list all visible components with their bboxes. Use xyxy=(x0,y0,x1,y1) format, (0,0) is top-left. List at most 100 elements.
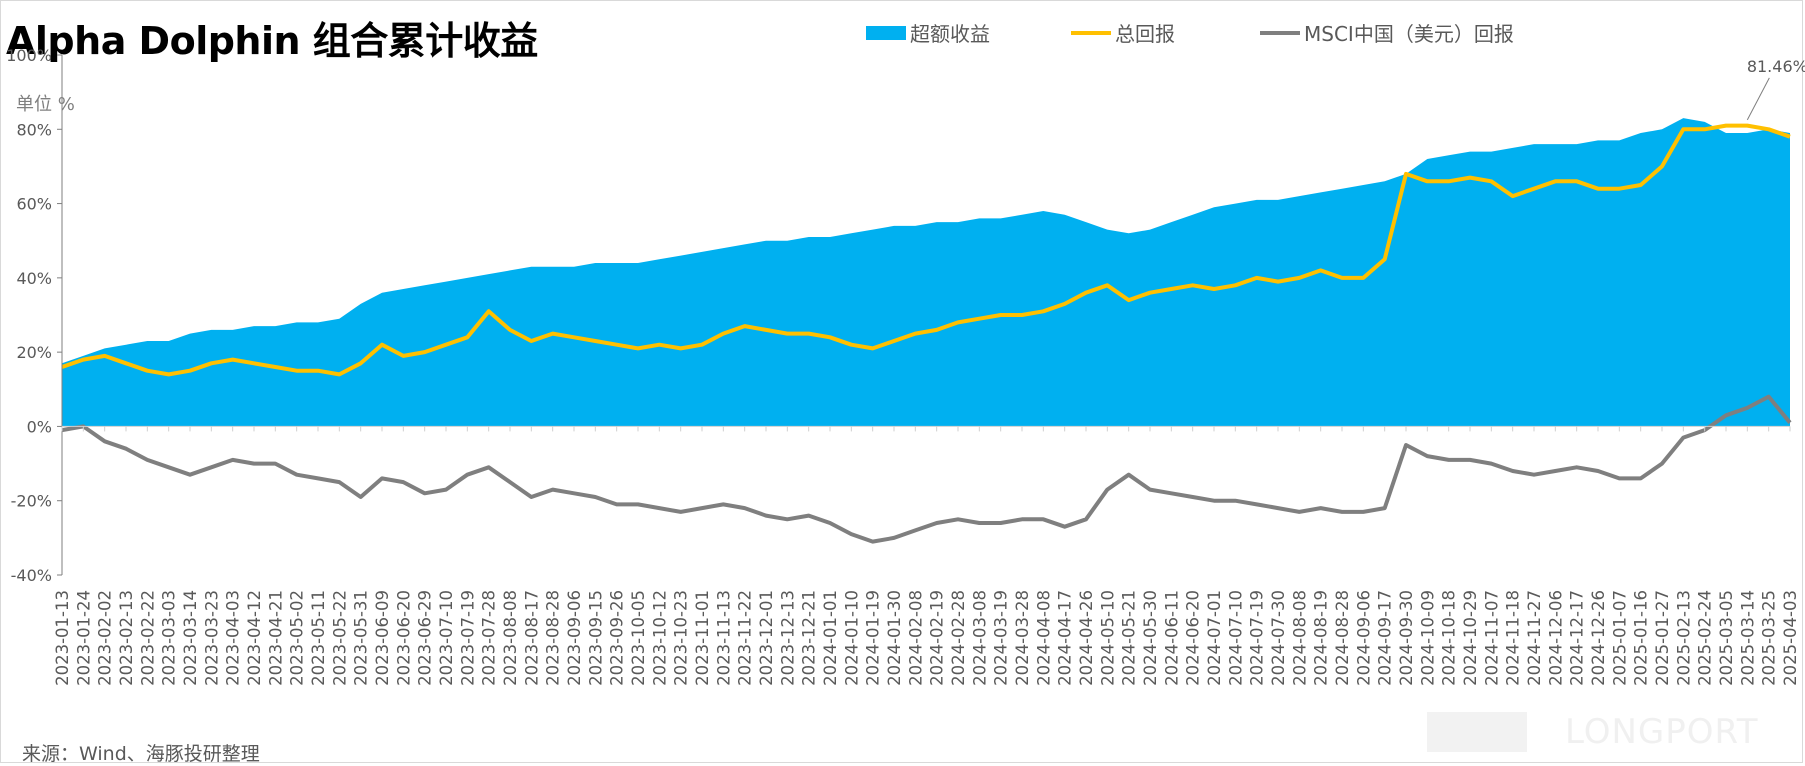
x-tick-label: 2023-03-03 xyxy=(160,590,179,686)
x-tick-label: 2025-01-27 xyxy=(1653,590,1672,686)
x-tick-label: 2024-08-19 xyxy=(1312,590,1331,686)
x-tick-label: 2025-02-24 xyxy=(1696,590,1715,686)
legend-swatch-msci-china xyxy=(1260,30,1300,35)
x-tick-label: 2024-12-06 xyxy=(1546,590,1565,686)
x-tick-label: 2024-10-09 xyxy=(1418,590,1437,686)
legend-label-total-return: 总回报 xyxy=(1115,22,1175,46)
excess-return-area-layer xyxy=(62,118,1790,427)
x-tick-label: 2023-10-23 xyxy=(672,590,691,686)
x-tick-label: 2023-03-14 xyxy=(181,590,200,686)
x-tick-label: 2024-01-19 xyxy=(864,590,883,686)
watermark-logo xyxy=(1427,712,1527,752)
x-tick-label: 2024-02-08 xyxy=(906,590,925,686)
x-axis-ticks: 2023-01-13 2023-01-24 2023-02-02 2023-02-13… xyxy=(53,426,1800,686)
x-tick-label: 2023-06-20 xyxy=(394,590,413,686)
x-tick-label: 2023-12-13 xyxy=(778,590,797,686)
x-tick-label: 2024-02-28 xyxy=(949,590,968,686)
legend-item-total-return: 总回报 xyxy=(1071,18,1175,47)
x-tick-label: 2024-01-01 xyxy=(821,590,840,686)
y-tick-label: 100% xyxy=(6,46,52,65)
legend-label-excess-return: 超额收益 xyxy=(910,22,990,46)
legend-item-excess-return: 超额收益 xyxy=(866,18,990,47)
x-tick-label: 2023-06-29 xyxy=(416,590,435,686)
x-tick-label: 2024-08-08 xyxy=(1290,590,1309,686)
x-tick-label: 2023-08-28 xyxy=(544,590,563,686)
x-tick-label: 2024-11-18 xyxy=(1504,590,1523,686)
x-tick-label: 2024-05-10 xyxy=(1098,590,1117,686)
chart-title: Alpha Dolphin 组合累计收益 xyxy=(6,19,538,63)
x-tick-label: 2025-01-07 xyxy=(1610,590,1629,686)
x-tick-label: 2024-12-17 xyxy=(1568,590,1587,686)
x-tick-label: 2024-07-30 xyxy=(1269,590,1288,686)
x-tick-label: 2023-08-17 xyxy=(522,590,541,686)
series-area-excess-return xyxy=(62,118,1790,427)
series-line-msci-china xyxy=(61,394,1792,544)
x-tick-label: 2023-07-19 xyxy=(458,590,477,686)
x-tick-label: 2023-12-21 xyxy=(800,590,819,686)
x-tick-label: 2024-03-28 xyxy=(1013,590,1032,686)
legend-swatch-total-return xyxy=(1071,30,1111,35)
x-tick-label: 2024-01-30 xyxy=(885,590,904,686)
x-tick-label: 2024-01-10 xyxy=(842,590,861,686)
x-tick-label: 2023-01-24 xyxy=(74,590,93,686)
x-tick-label: 2025-03-25 xyxy=(1760,590,1779,686)
legend-swatch-area xyxy=(866,25,906,40)
x-tick-label: 2023-10-05 xyxy=(629,590,648,686)
x-tick-label: 2024-07-19 xyxy=(1248,590,1267,686)
x-tick-label: 2024-06-11 xyxy=(1162,590,1181,686)
source-note: 来源：Wind、海豚投研整理 xyxy=(22,743,260,765)
x-tick-label: 2023-08-08 xyxy=(501,590,520,686)
x-tick-label: 2025-03-05 xyxy=(1717,590,1736,686)
y-tick-label: 80% xyxy=(16,120,52,139)
y-tick-label: -20% xyxy=(11,492,52,511)
x-tick-label: 2023-05-02 xyxy=(288,590,307,686)
annotation-layer: 81.46% xyxy=(1746,57,1805,121)
x-tick-label: 2024-06-20 xyxy=(1184,590,1203,686)
legend-label-msci-china: MSCI中国（美元）回报 xyxy=(1304,22,1514,46)
x-tick-label: 2024-10-29 xyxy=(1461,590,1480,686)
y-tick-label: -40% xyxy=(11,566,52,585)
x-tick-label: 2025-01-16 xyxy=(1632,590,1651,686)
legend-item-msci-china: MSCI中国（美元）回报 xyxy=(1260,18,1514,47)
x-tick-label: 2023-09-26 xyxy=(608,590,627,686)
x-tick-label: 2023-09-06 xyxy=(565,590,584,686)
x-tick-label: 2025-02-13 xyxy=(1674,590,1693,686)
x-tick-label: 2024-11-07 xyxy=(1482,590,1501,686)
x-tick-label: 2024-04-26 xyxy=(1077,590,1096,686)
x-tick-label: 2025-04-03 xyxy=(1781,590,1800,686)
x-tick-label: 2023-05-31 xyxy=(352,590,371,686)
x-tick-label: 2023-11-22 xyxy=(736,590,755,686)
x-tick-label: 2023-07-10 xyxy=(437,590,456,686)
y-tick-label: 20% xyxy=(16,343,52,362)
x-tick-label: 2023-04-21 xyxy=(266,590,285,686)
x-tick-label: 2024-12-26 xyxy=(1589,590,1608,686)
x-tick-label: 2024-07-10 xyxy=(1226,590,1245,686)
x-tick-label: 2025-03-14 xyxy=(1738,590,1757,686)
x-tick-label: 2023-01-13 xyxy=(53,590,72,686)
annotation-leader-line xyxy=(1746,77,1770,121)
series-line-total-return xyxy=(61,123,1791,377)
x-tick-label: 2023-04-03 xyxy=(224,590,243,686)
x-tick-label: 2023-11-01 xyxy=(693,590,712,686)
x-tick-label: 2023-05-11 xyxy=(309,590,328,686)
x-tick-label: 2023-02-02 xyxy=(96,590,115,686)
x-tick-label: 2024-11-27 xyxy=(1525,590,1544,686)
x-tick-label: 2023-04-12 xyxy=(245,590,264,686)
series-lines-layer xyxy=(61,123,1792,544)
x-tick-label: 2024-03-08 xyxy=(970,590,989,686)
x-tick-label: 2023-12-01 xyxy=(757,590,776,686)
x-tick-label: 2024-08-28 xyxy=(1333,590,1352,686)
y-axis-ticks: -40% -20% 0% 20% 40% 60% 80% 100% xyxy=(6,46,62,585)
x-tick-label: 2023-02-22 xyxy=(138,590,157,686)
y-tick-label: 0% xyxy=(27,417,52,436)
x-tick-label: 2024-04-17 xyxy=(1056,590,1075,686)
x-tick-label: 2023-03-23 xyxy=(202,590,221,686)
x-tick-label: 2023-07-28 xyxy=(480,590,499,686)
x-tick-label: 2024-05-30 xyxy=(1141,590,1160,686)
watermark-text: LONGPORT xyxy=(1565,712,1759,752)
x-tick-label: 2024-09-30 xyxy=(1397,590,1416,686)
x-tick-label: 2023-06-09 xyxy=(373,590,392,686)
x-tick-label: 2024-03-19 xyxy=(992,590,1011,686)
x-tick-label: 2024-02-19 xyxy=(928,590,947,686)
